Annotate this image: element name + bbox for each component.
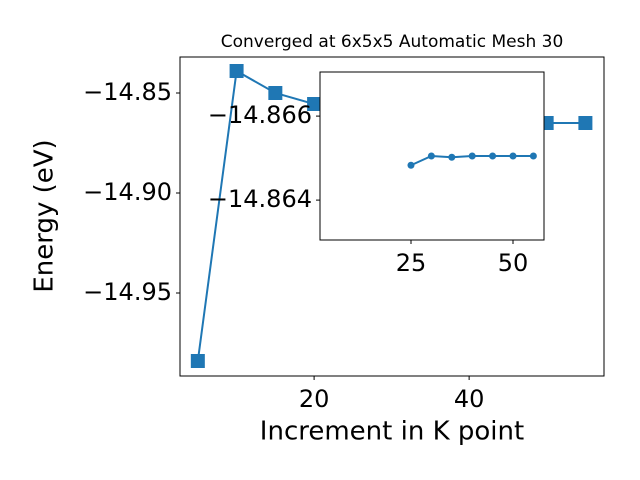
y-tick-label: −14.90 (83, 178, 172, 206)
marker (468, 152, 476, 160)
marker (448, 153, 456, 161)
y-axis-label: Energy (eV) (30, 139, 60, 292)
chart-title: Converged at 6x5x5 Automatic Mesh 30 (221, 32, 564, 52)
x-tick-label: 40 (454, 385, 485, 413)
x-tick-label: 50 (498, 249, 529, 277)
marker (529, 152, 537, 160)
marker (427, 152, 435, 160)
x-axis-label: Increment in K point (260, 417, 524, 447)
marker (190, 354, 205, 368)
marker (578, 116, 593, 130)
marker (509, 152, 517, 160)
axes-frame (319, 71, 545, 241)
marker (307, 97, 322, 111)
plot-content (407, 152, 537, 169)
y-tick-label: −14.85 (83, 78, 172, 106)
marker (407, 161, 415, 169)
x-tick-label: 25 (396, 249, 427, 277)
y-tick-label: −14.864 (208, 185, 312, 213)
y-tick-label: −14.866 (208, 101, 312, 129)
marker (268, 86, 283, 100)
marker (229, 64, 244, 78)
marker (489, 152, 497, 160)
y-tick-label: −14.95 (83, 278, 172, 306)
axes-frame (179, 56, 605, 377)
x-tick-label: 20 (299, 385, 330, 413)
